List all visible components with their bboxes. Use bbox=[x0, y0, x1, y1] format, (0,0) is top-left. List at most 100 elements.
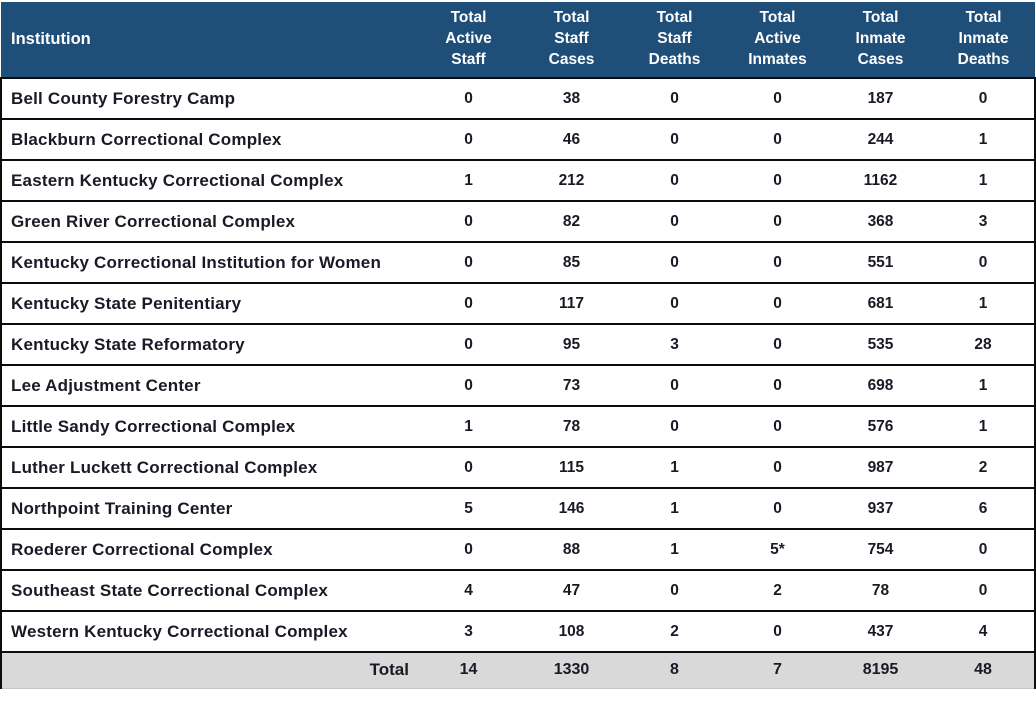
table-row: Lee Adjustment Center 0 73 0 0 698 1 bbox=[0, 365, 1036, 407]
inmate-deaths-cell: 1 bbox=[932, 406, 1036, 448]
staff-deaths-cell: 0 bbox=[623, 242, 726, 284]
institution-covid-table: Institution Total Active Staff Total Sta… bbox=[0, 2, 1036, 689]
table-row: Little Sandy Correctional Complex 1 78 0… bbox=[0, 406, 1036, 448]
inmate-cases-cell: 754 bbox=[829, 529, 932, 571]
inmate-cases-cell: 681 bbox=[829, 283, 932, 325]
active-staff-cell: 1 bbox=[417, 406, 520, 448]
total-row: Total 14 1330 8 7 8195 48 bbox=[0, 651, 1036, 689]
active-inmates-cell: 0 bbox=[726, 119, 829, 161]
staff-cases-cell: 38 bbox=[520, 78, 623, 120]
active-staff-cell: 0 bbox=[417, 242, 520, 284]
inmate-cases-cell: 437 bbox=[829, 611, 932, 653]
total-inmate-deaths-value: 48 bbox=[932, 651, 1036, 689]
staff-deaths-cell: 1 bbox=[623, 488, 726, 530]
institution-cell: Blackburn Correctional Complex bbox=[0, 119, 417, 161]
active-inmates-cell: 0 bbox=[726, 611, 829, 653]
staff-cases-cell: 82 bbox=[520, 201, 623, 243]
active-staff-cell: 5 bbox=[417, 488, 520, 530]
inmate-cases-cell: 987 bbox=[829, 447, 932, 489]
column-header-total-active-inmates: Total Active Inmates bbox=[726, 2, 829, 79]
staff-cases-cell: 88 bbox=[520, 529, 623, 571]
active-staff-cell: 0 bbox=[417, 78, 520, 120]
inmate-deaths-cell: 3 bbox=[932, 201, 1036, 243]
staff-deaths-cell: 0 bbox=[623, 201, 726, 243]
staff-cases-cell: 73 bbox=[520, 365, 623, 407]
active-inmates-cell: 0 bbox=[726, 365, 829, 407]
inmate-deaths-cell: 1 bbox=[932, 119, 1036, 161]
staff-cases-cell: 95 bbox=[520, 324, 623, 366]
institution-cell: Eastern Kentucky Correctional Complex bbox=[0, 160, 417, 202]
inmate-deaths-cell: 28 bbox=[932, 324, 1036, 366]
table-row: Kentucky State Reformatory 0 95 3 0 535 … bbox=[0, 324, 1036, 366]
table-row: Blackburn Correctional Complex 0 46 0 0 … bbox=[0, 119, 1036, 161]
active-inmates-cell: 2 bbox=[726, 570, 829, 612]
staff-deaths-cell: 1 bbox=[623, 529, 726, 571]
staff-cases-cell: 146 bbox=[520, 488, 623, 530]
active-inmates-cell: 0 bbox=[726, 447, 829, 489]
institution-cell: Luther Luckett Correctional Complex bbox=[0, 447, 417, 489]
column-header-total-inmate-cases: Total Inmate Cases bbox=[829, 2, 932, 79]
institution-cell: Southeast State Correctional Complex bbox=[0, 570, 417, 612]
column-header-total-active-staff: Total Active Staff bbox=[417, 2, 520, 79]
active-staff-cell: 0 bbox=[417, 324, 520, 366]
staff-deaths-cell: 2 bbox=[623, 611, 726, 653]
table-row: Kentucky State Penitentiary 0 117 0 0 68… bbox=[0, 283, 1036, 325]
active-staff-cell: 0 bbox=[417, 119, 520, 161]
staff-deaths-cell: 3 bbox=[623, 324, 726, 366]
staff-cases-cell: 78 bbox=[520, 406, 623, 448]
table-row: Bell County Forestry Camp 0 38 0 0 187 0 bbox=[0, 78, 1036, 120]
table-row: Luther Luckett Correctional Complex 0 11… bbox=[0, 447, 1036, 489]
institution-cell: Green River Correctional Complex bbox=[0, 201, 417, 243]
active-staff-cell: 0 bbox=[417, 529, 520, 571]
active-staff-cell: 3 bbox=[417, 611, 520, 653]
active-staff-cell: 0 bbox=[417, 447, 520, 489]
active-inmates-cell: 0 bbox=[726, 283, 829, 325]
table-row: Green River Correctional Complex 0 82 0 … bbox=[0, 201, 1036, 243]
column-header-total-inmate-deaths: Total Inmate Deaths bbox=[932, 2, 1035, 79]
institution-cell: Little Sandy Correctional Complex bbox=[0, 406, 417, 448]
institution-cell: Kentucky State Penitentiary bbox=[0, 283, 417, 325]
active-inmates-cell: 5* bbox=[726, 529, 829, 571]
staff-cases-cell: 115 bbox=[520, 447, 623, 489]
column-header-total-staff-deaths: Total Staff Deaths bbox=[623, 2, 726, 79]
active-inmates-cell: 0 bbox=[726, 78, 829, 120]
inmate-cases-cell: 78 bbox=[829, 570, 932, 612]
inmate-deaths-cell: 0 bbox=[932, 570, 1036, 612]
inmate-deaths-cell: 1 bbox=[932, 160, 1036, 202]
inmate-deaths-cell: 0 bbox=[932, 242, 1036, 284]
inmate-deaths-cell: 0 bbox=[932, 78, 1036, 120]
staff-deaths-cell: 0 bbox=[623, 365, 726, 407]
total-active-inmates-value: 7 bbox=[726, 651, 829, 689]
staff-deaths-cell: 0 bbox=[623, 119, 726, 161]
staff-deaths-cell: 1 bbox=[623, 447, 726, 489]
table-row: Kentucky Correctional Institution for Wo… bbox=[0, 242, 1036, 284]
institution-cell: Western Kentucky Correctional Complex bbox=[0, 611, 417, 653]
active-inmates-cell: 0 bbox=[726, 406, 829, 448]
institution-cell: Northpoint Training Center bbox=[0, 488, 417, 530]
table-body: Bell County Forestry Camp 0 38 0 0 187 0… bbox=[0, 78, 1036, 653]
active-inmates-cell: 0 bbox=[726, 488, 829, 530]
active-inmates-cell: 0 bbox=[726, 324, 829, 366]
staff-deaths-cell: 0 bbox=[623, 570, 726, 612]
institution-cell: Bell County Forestry Camp bbox=[0, 78, 417, 120]
active-staff-cell: 4 bbox=[417, 570, 520, 612]
inmate-cases-cell: 698 bbox=[829, 365, 932, 407]
inmate-deaths-cell: 0 bbox=[932, 529, 1036, 571]
inmate-cases-cell: 244 bbox=[829, 119, 932, 161]
inmate-deaths-cell: 2 bbox=[932, 447, 1036, 489]
total-label: Total bbox=[0, 651, 417, 689]
total-active-staff-value: 14 bbox=[417, 651, 520, 689]
staff-cases-cell: 117 bbox=[520, 283, 623, 325]
inmate-cases-cell: 576 bbox=[829, 406, 932, 448]
institution-cell: Kentucky State Reformatory bbox=[0, 324, 417, 366]
inmate-deaths-cell: 1 bbox=[932, 365, 1036, 407]
active-inmates-cell: 0 bbox=[726, 242, 829, 284]
table-row: Roederer Correctional Complex 0 88 1 5* … bbox=[0, 529, 1036, 571]
staff-deaths-cell: 0 bbox=[623, 406, 726, 448]
active-staff-cell: 0 bbox=[417, 201, 520, 243]
table-row: Western Kentucky Correctional Complex 3 … bbox=[0, 611, 1036, 653]
staff-deaths-cell: 0 bbox=[623, 78, 726, 120]
staff-cases-cell: 46 bbox=[520, 119, 623, 161]
active-staff-cell: 0 bbox=[417, 365, 520, 407]
table-row: Northpoint Training Center 5 146 1 0 937… bbox=[0, 488, 1036, 530]
